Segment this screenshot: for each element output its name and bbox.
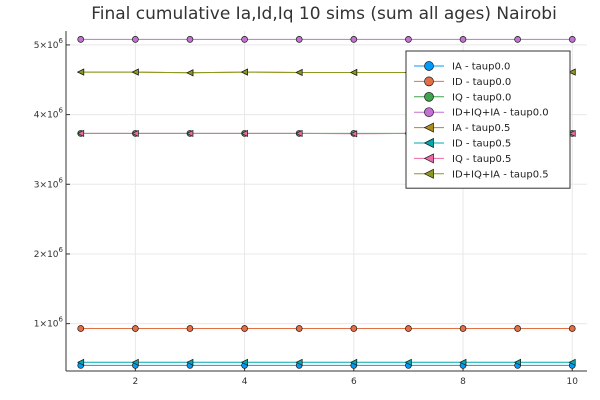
x-tick-label: 2 bbox=[132, 377, 138, 387]
data-point bbox=[295, 129, 303, 137]
tick-labels: 2 4 6 8 10 1×106 2×106 3×106 4×106 5×106 bbox=[34, 37, 578, 387]
data-point bbox=[131, 358, 139, 366]
data-point bbox=[404, 358, 412, 366]
data-point bbox=[514, 325, 521, 332]
data-point bbox=[240, 129, 248, 137]
legend-swatch-marker bbox=[424, 76, 434, 87]
data-point bbox=[514, 36, 521, 43]
legend-entry: IA - taup0.5 bbox=[452, 123, 510, 134]
y-tick-label: 2×106 bbox=[34, 246, 64, 260]
legend-entry: ID - taup0.5 bbox=[452, 139, 511, 150]
data-point bbox=[568, 358, 576, 366]
data-point bbox=[76, 129, 85, 137]
data-point bbox=[186, 69, 194, 77]
x-tick-label: 10 bbox=[567, 377, 579, 387]
data-point bbox=[459, 325, 467, 332]
data-point bbox=[240, 358, 248, 366]
legend-swatch-marker bbox=[423, 153, 434, 164]
legend-swatch-marker bbox=[423, 168, 434, 179]
data-point bbox=[186, 129, 194, 137]
data-point bbox=[241, 325, 248, 332]
data-point bbox=[513, 358, 521, 366]
data-point bbox=[77, 36, 85, 43]
x-tick-label: 4 bbox=[242, 377, 248, 387]
legend-entry: IQ - taup0.0 bbox=[452, 92, 511, 103]
data-point bbox=[77, 325, 85, 332]
y-tick-label: 3×106 bbox=[34, 176, 64, 190]
x-tick-label: 6 bbox=[351, 377, 357, 387]
data-point bbox=[240, 68, 248, 76]
data-point bbox=[132, 36, 139, 43]
data-point bbox=[405, 325, 412, 332]
y-tick-label: 5×106 bbox=[34, 37, 64, 51]
data-point bbox=[459, 358, 467, 366]
y-tick-label: 4×106 bbox=[34, 107, 64, 121]
legend-swatch-marker bbox=[424, 91, 434, 102]
chart-title: Final cumulative Ia,Id,Iq 10 sims (sum a… bbox=[91, 4, 557, 24]
series-4 bbox=[77, 36, 576, 43]
data-point bbox=[350, 36, 358, 43]
data-point bbox=[186, 36, 194, 43]
data-point bbox=[241, 36, 248, 43]
legend-swatch-marker bbox=[424, 61, 434, 71]
y-tick-label: 1×106 bbox=[34, 316, 64, 330]
data-point bbox=[186, 358, 194, 366]
data-point bbox=[132, 325, 139, 332]
legend-entry: ID - taup0.0 bbox=[452, 77, 511, 88]
x-tick-label: 8 bbox=[460, 377, 466, 387]
legend-box bbox=[405, 50, 571, 189]
data-point bbox=[568, 325, 576, 332]
data-point bbox=[131, 129, 139, 137]
data-point bbox=[568, 68, 576, 76]
data-point bbox=[350, 68, 358, 77]
data-point bbox=[295, 68, 303, 77]
legend-entry: ID+IQ+IA - taup0.0 bbox=[452, 108, 549, 119]
legend: IA - taup0.0 ID - taup0.0 IQ - taup0.0 ID+I… bbox=[405, 50, 571, 189]
legend-swatch-marker bbox=[423, 122, 434, 133]
data-point bbox=[186, 325, 194, 332]
data-point bbox=[131, 68, 139, 76]
data-point bbox=[350, 358, 358, 366]
data-point bbox=[295, 358, 303, 366]
series-6 bbox=[76, 358, 576, 366]
legend-swatch-marker bbox=[424, 107, 434, 118]
data-point bbox=[405, 36, 412, 43]
data-point bbox=[568, 36, 576, 43]
data-point bbox=[350, 325, 358, 332]
data-point bbox=[76, 68, 85, 76]
data-point bbox=[76, 358, 85, 366]
data-point bbox=[295, 36, 303, 43]
legend-entry: IA - taup0.0 bbox=[452, 62, 510, 73]
data-point bbox=[295, 325, 303, 332]
data-point bbox=[350, 130, 358, 138]
data-point bbox=[568, 129, 576, 137]
series-1 bbox=[77, 362, 576, 369]
series-2 bbox=[77, 325, 576, 332]
legend-entry: ID+IQ+IA - taup0.5 bbox=[452, 169, 549, 180]
legend-entry: IQ - taup0.5 bbox=[452, 154, 511, 165]
legend-swatch-marker bbox=[423, 137, 434, 149]
data-point bbox=[459, 36, 467, 43]
